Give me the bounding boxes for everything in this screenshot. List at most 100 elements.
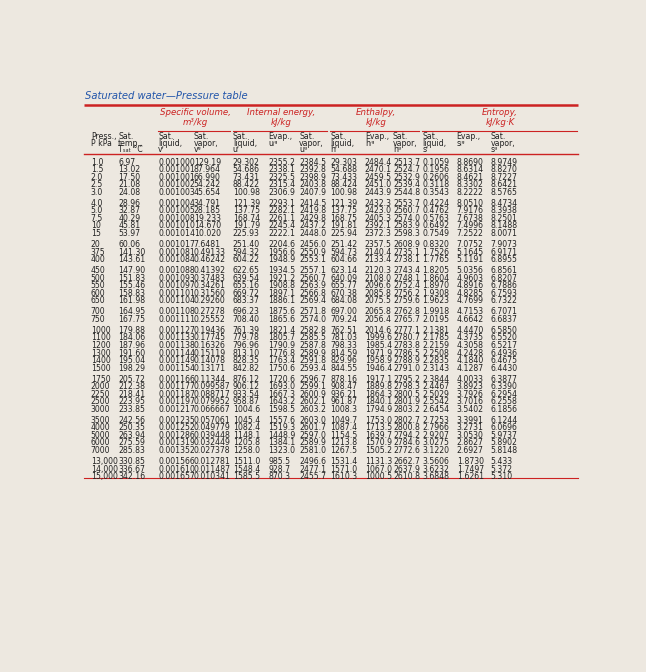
Text: 8.1488: 8.1488 [490,222,517,230]
Text: 2355.2: 2355.2 [268,158,295,167]
Text: 4.0: 4.0 [90,199,103,208]
Text: 0.49133: 0.49133 [194,247,225,257]
Text: 1154.5: 1154.5 [330,431,357,440]
Text: 250.35: 250.35 [118,423,145,432]
Text: 5.0356: 5.0356 [457,266,484,275]
Text: 2315.4: 2315.4 [268,180,295,190]
Text: 223.95: 223.95 [118,397,145,407]
Text: 1.9308: 1.9308 [422,289,449,298]
Text: 0.001657: 0.001657 [158,472,195,481]
Text: 2.7966: 2.7966 [422,423,449,432]
Text: 550: 550 [90,281,105,290]
Text: 1.7497: 1.7497 [457,464,484,474]
Text: 4.1287: 4.1287 [457,364,484,372]
Text: 4.3735: 4.3735 [457,333,484,343]
Text: 1082.4: 1082.4 [233,423,260,432]
Text: 14.670: 14.670 [194,222,221,230]
Text: 10.020: 10.020 [194,229,221,238]
Text: 684.08: 684.08 [330,296,357,305]
Text: 4.9603: 4.9603 [457,274,484,283]
Text: 0.001004: 0.001004 [158,199,195,208]
Text: 2407.9: 2407.9 [299,187,326,197]
Text: 34.791: 34.791 [194,199,221,208]
Text: 450: 450 [90,266,105,275]
Text: 54.688: 54.688 [330,165,357,174]
Text: 828.35: 828.35 [233,356,260,365]
Text: 2603.2: 2603.2 [299,405,326,414]
Text: 179.88: 179.88 [118,326,145,335]
Text: 708.40: 708.40 [233,315,260,324]
Text: 4.7153: 4.7153 [457,307,484,317]
Text: 2777.1: 2777.1 [393,326,420,335]
Text: 2585.5: 2585.5 [299,333,326,343]
Text: 212.38: 212.38 [118,382,145,391]
Text: 844.55: 844.55 [330,364,357,372]
Text: 0.001001: 0.001001 [158,165,195,174]
Text: 6.2954: 6.2954 [490,390,517,398]
Text: Saturated water—Pressure table: Saturated water—Pressure table [85,91,248,101]
Text: 0.001566: 0.001566 [158,457,195,466]
Text: 6.9171: 6.9171 [490,247,517,257]
Text: 697.00: 697.00 [330,307,357,317]
Text: 2423.0: 2423.0 [365,206,391,216]
Text: 604.66: 604.66 [330,255,357,264]
Text: 1400: 1400 [90,356,110,365]
Text: 0.057061: 0.057061 [194,416,231,425]
Text: 191.79: 191.79 [233,222,260,230]
Text: 604.22: 604.22 [233,255,260,264]
Text: 3.6232: 3.6232 [422,464,449,474]
Text: vapor,: vapor, [393,139,417,148]
Text: 2587.8: 2587.8 [299,341,326,350]
Text: 1.9918: 1.9918 [422,307,449,317]
Text: 1004.6: 1004.6 [233,405,260,414]
Text: 1639.7: 1639.7 [365,431,391,440]
Text: 7.0752: 7.0752 [457,240,484,249]
Text: 6.1244: 6.1244 [490,416,517,425]
Text: 5.8148: 5.8148 [490,446,517,455]
Text: 3.8923: 3.8923 [457,382,484,391]
Text: 1693.0: 1693.0 [268,382,295,391]
Text: 32.87: 32.87 [118,206,140,216]
Text: 225.93: 225.93 [233,229,260,238]
Text: 2222.1: 2222.1 [268,229,295,238]
Text: 908.47: 908.47 [330,382,357,391]
Text: 0.5763: 0.5763 [422,214,449,223]
Text: 1889.8: 1889.8 [365,382,391,391]
Text: 1448.9: 1448.9 [268,431,295,440]
Text: 285.83: 285.83 [118,446,145,455]
Text: 781.03: 781.03 [330,333,357,343]
Text: 1500: 1500 [90,364,110,372]
Text: 0.001177: 0.001177 [158,382,195,391]
Text: 2470.1: 2470.1 [365,165,392,174]
Text: 6.8207: 6.8207 [490,274,517,283]
Text: 2602.1: 2602.1 [299,397,326,407]
Text: 2598.3: 2598.3 [393,229,420,238]
Text: Sat.: Sat. [393,132,408,141]
Text: 0.001286: 0.001286 [158,431,195,440]
Text: 1934.5: 1934.5 [268,266,295,275]
Text: 7.6481: 7.6481 [194,240,221,249]
Text: 0.27278: 0.27278 [194,307,225,317]
Text: 184.06: 184.06 [118,333,145,343]
Text: 2108.0: 2108.0 [365,274,391,283]
Text: Sat.: Sat. [158,132,174,141]
Text: 336.67: 336.67 [118,464,145,474]
Text: 2338.1: 2338.1 [268,165,295,174]
Text: 8.8690: 8.8690 [457,158,484,167]
Text: Tₛₐₜ °C: Tₛₐₜ °C [118,145,143,155]
Text: sᵍ: sᵍ [490,145,497,155]
Text: 1384.1: 1384.1 [268,438,295,448]
Text: 1548.4: 1548.4 [233,464,260,474]
Text: 1511.0: 1511.0 [233,457,260,466]
Text: 2802.7: 2802.7 [393,416,420,425]
Text: 1610.3: 1610.3 [330,472,357,481]
Text: 1763.4: 1763.4 [268,356,295,365]
Text: 121.39: 121.39 [233,199,260,208]
Text: 2583.9: 2583.9 [393,222,420,230]
Text: 2056.4: 2056.4 [365,315,391,324]
Text: 2419.8: 2419.8 [299,206,326,216]
Text: 3.0530: 3.0530 [457,431,484,440]
Text: 0.001111: 0.001111 [158,315,195,324]
Text: 0.13171: 0.13171 [194,364,225,372]
Text: 0.001133: 0.001133 [158,333,195,343]
